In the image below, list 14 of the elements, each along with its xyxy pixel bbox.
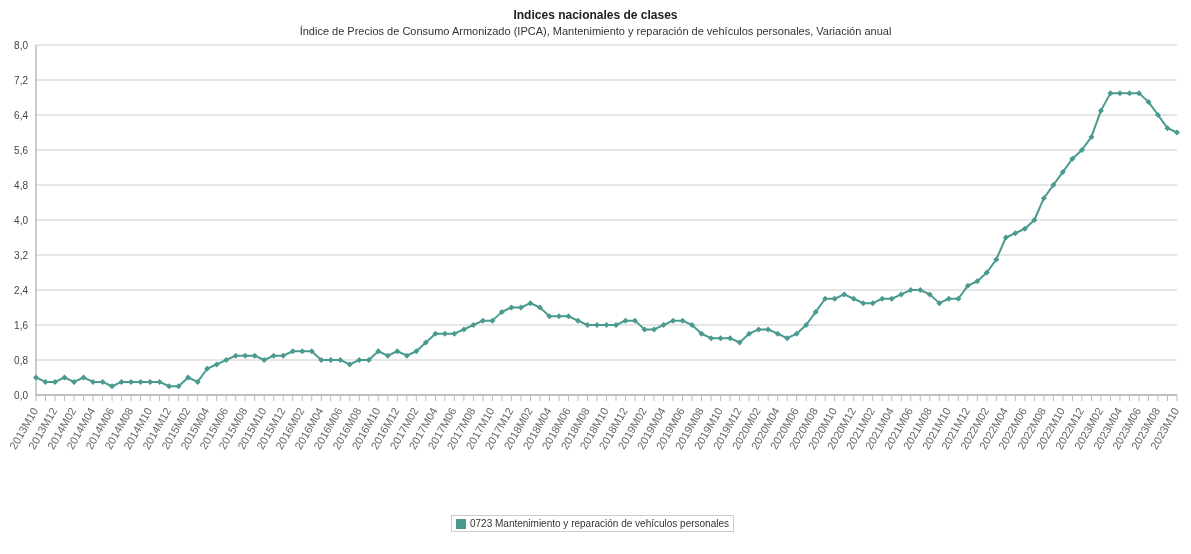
- y-tick-label: 3,2: [14, 249, 29, 261]
- chart-title: Indices nacionales de clases: [512, 8, 679, 22]
- y-tick-label: 4,0: [14, 214, 29, 226]
- y-tick-label: 6,4: [14, 109, 29, 121]
- y-tick-label: 1,6: [14, 319, 29, 331]
- y-tick-label: 0,8: [14, 354, 29, 366]
- y-tick-label: 0,0: [14, 389, 29, 401]
- y-tick-label: 4,8: [14, 179, 29, 191]
- legend-label: 0723 Mantenimiento y reparación de vehículos personales: [469, 518, 730, 529]
- y-tick-label: 2,4: [14, 284, 29, 296]
- chart-subtitle: Índice de Precios de Consumo Armonizado (IPCA), Mantenimiento y reparación de vehículos personales, Variación anual: [298, 25, 893, 37]
- y-tick-label: 7,2: [14, 74, 29, 86]
- y-tick-label: 5,6: [14, 144, 29, 156]
- y-tick-label: 8,0: [14, 39, 29, 51]
